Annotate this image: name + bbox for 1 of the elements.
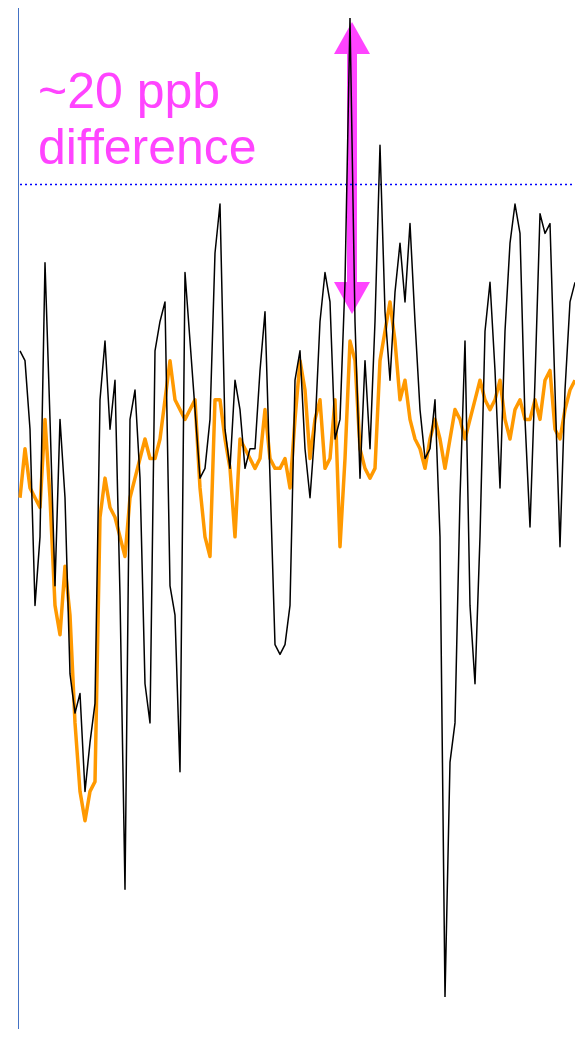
annotation: ~20 ppb difference: [38, 63, 258, 175]
